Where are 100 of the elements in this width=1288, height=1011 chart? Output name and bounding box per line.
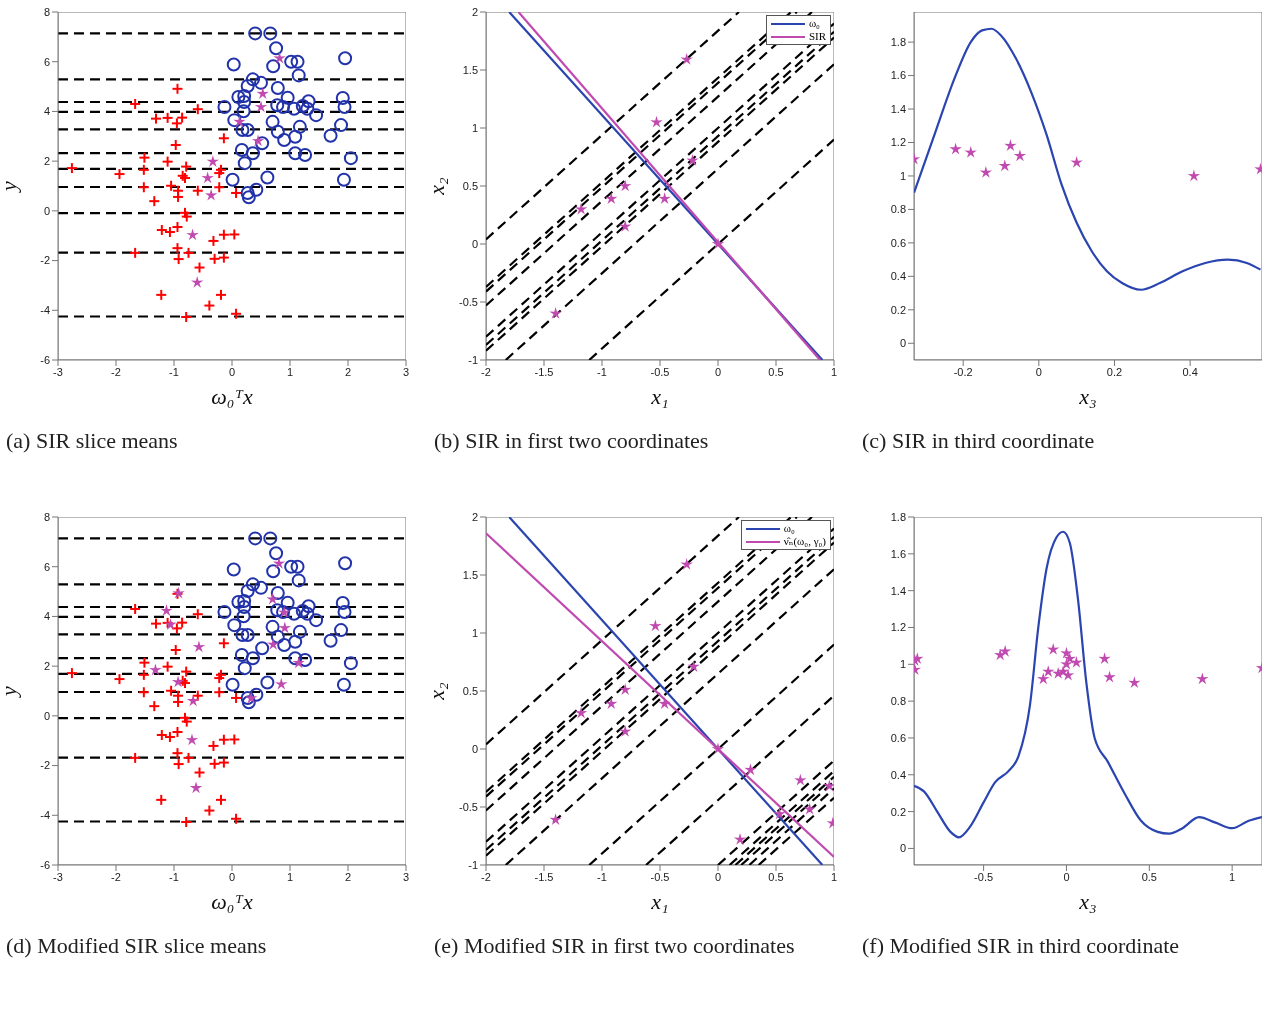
y-tick-label: 1 (899, 169, 906, 182)
y-axis-title: x₂ (423, 176, 449, 196)
y-tick-label: 0 (43, 204, 50, 217)
x-tick-label: 0.5 (768, 365, 784, 378)
y-tick-label: 2 (43, 660, 50, 673)
x-tick-label: 0.5 (1141, 870, 1157, 883)
y-tick-label: 0 (471, 742, 478, 755)
y-tick-label: 1.2 (890, 621, 906, 634)
y-tick-label: 1.6 (890, 547, 906, 560)
y-tick-label: -6 (40, 858, 50, 871)
x-tick-label: 2 (344, 365, 352, 378)
y-tick-label: -0.5 (459, 295, 478, 308)
text: (e) Modified SIR in first two coordinates (433, 932, 796, 960)
x-tick-label: -1.5 (534, 870, 554, 883)
x-tick-label: -1 (597, 365, 607, 378)
y-tick-label: 0 (471, 237, 478, 250)
x-tick-label: -2 (111, 870, 121, 883)
x-tick-label: 0 (714, 365, 722, 378)
x-tick-label: 0 (228, 365, 236, 378)
text: (a) SIR slice means (5, 427, 179, 455)
y-tick-label: 0 (43, 709, 50, 722)
x-tick-label: 0.5 (768, 870, 784, 883)
y-tick-label: 0.2 (890, 805, 906, 818)
x-tick-label: 1 (286, 365, 294, 378)
text: (d) Modified SIR slice means (5, 932, 268, 960)
y-tick-label: 0.6 (890, 236, 906, 249)
y-tick-label: -1 (468, 353, 478, 366)
x-tick-label: 1 (286, 870, 294, 883)
x-tick-label: 3 (402, 870, 410, 883)
y-tick-label: -6 (40, 353, 50, 366)
y-tick-label: 2 (471, 510, 478, 523)
y-tick-label: 0 (899, 842, 906, 855)
y-tick-label: 4 (43, 610, 50, 623)
x-tick-label: -0.5 (650, 365, 670, 378)
y-tick-label: 1 (899, 658, 906, 671)
y-tick-label: 1.8 (890, 36, 906, 49)
y-tick-label: 1.8 (890, 510, 906, 523)
legend-label: ν̂ₙ(ω₀, γ₀) (783, 535, 826, 548)
y-tick-label: 1.6 (890, 69, 906, 82)
text: (c) SIR in third coordinate (861, 427, 1096, 455)
y-axis-title: y (0, 180, 21, 193)
x-tick-label: -1 (597, 870, 607, 883)
x-tick-label: -3 (53, 870, 63, 883)
x-axis-title: x₁ (650, 384, 669, 409)
y-tick-label: 8 (43, 5, 50, 18)
y-tick-label: 2 (471, 5, 478, 18)
x-tick-label: -2 (481, 870, 491, 883)
x-axis-title: ω₀ᵀx (211, 889, 253, 914)
x-tick-label: -0.2 (953, 365, 973, 378)
x-tick-label: 0 (1063, 870, 1070, 883)
y-tick-label: 0.6 (890, 731, 906, 744)
y-tick-label: 0.4 (890, 270, 906, 283)
y-tick-label: 4 (43, 105, 50, 118)
x-tick-label: -1.5 (534, 365, 554, 378)
legend-label: SIR (808, 30, 826, 43)
text: (b) SIR in first two coordinates (433, 427, 710, 455)
x-axis-title: x₃ (1078, 384, 1097, 409)
x-axis-title: x₃ (1078, 889, 1097, 914)
y-tick-label: -4 (40, 809, 50, 822)
x-tick-label: 1 (830, 365, 838, 378)
legend-label: ω₀ (808, 17, 820, 30)
x-tick-label: -1 (169, 870, 179, 883)
y-tick-label: 0 (899, 337, 906, 350)
x-tick-label: 0 (1035, 365, 1042, 378)
x-axis-title: ω₀ᵀx (211, 384, 253, 409)
y-tick-label: 1.5 (462, 63, 478, 76)
x-axis-title: x₁ (650, 889, 669, 914)
y-tick-label: 0.4 (890, 768, 906, 781)
y-tick-label: 8 (43, 510, 50, 523)
y-axis-title: y (0, 685, 21, 698)
y-tick-label: 2 (43, 155, 50, 168)
y-tick-label: 1 (471, 626, 478, 639)
y-tick-label: 6 (43, 560, 50, 573)
y-axis-title: x₂ (423, 681, 449, 701)
x-tick-label: -3 (53, 365, 63, 378)
y-tick-label: 0.5 (462, 684, 478, 697)
x-tick-label: 0.2 (1106, 365, 1123, 378)
legend-label: ω₀ (783, 522, 795, 535)
x-tick-label: 0.4 (1182, 365, 1198, 378)
y-tick-label: 0.8 (890, 203, 906, 216)
y-tick-label: -1 (468, 858, 478, 871)
y-tick-label: 1.2 (890, 136, 906, 149)
x-tick-label: 0 (228, 870, 236, 883)
x-tick-label: 2 (344, 870, 352, 883)
y-tick-label: 0.2 (890, 303, 906, 316)
x-tick-label: -2 (111, 365, 121, 378)
x-tick-label: -2 (481, 365, 491, 378)
x-tick-label: -1 (169, 365, 179, 378)
y-tick-label: 6 (43, 55, 50, 68)
text: (f) Modified SIR in third coordinate (861, 932, 1181, 960)
y-tick-label: -0.5 (459, 800, 478, 813)
x-tick-label: -0.5 (974, 870, 994, 883)
x-tick-label: 0 (714, 870, 722, 883)
x-tick-label: 1 (1229, 870, 1236, 883)
y-tick-label: -2 (40, 759, 50, 772)
y-tick-label: -2 (40, 254, 50, 267)
y-tick-label: 0.8 (890, 695, 906, 708)
y-tick-label: 1 (471, 121, 478, 134)
y-tick-label: 1.5 (462, 568, 478, 581)
x-tick-label: 1 (830, 870, 838, 883)
